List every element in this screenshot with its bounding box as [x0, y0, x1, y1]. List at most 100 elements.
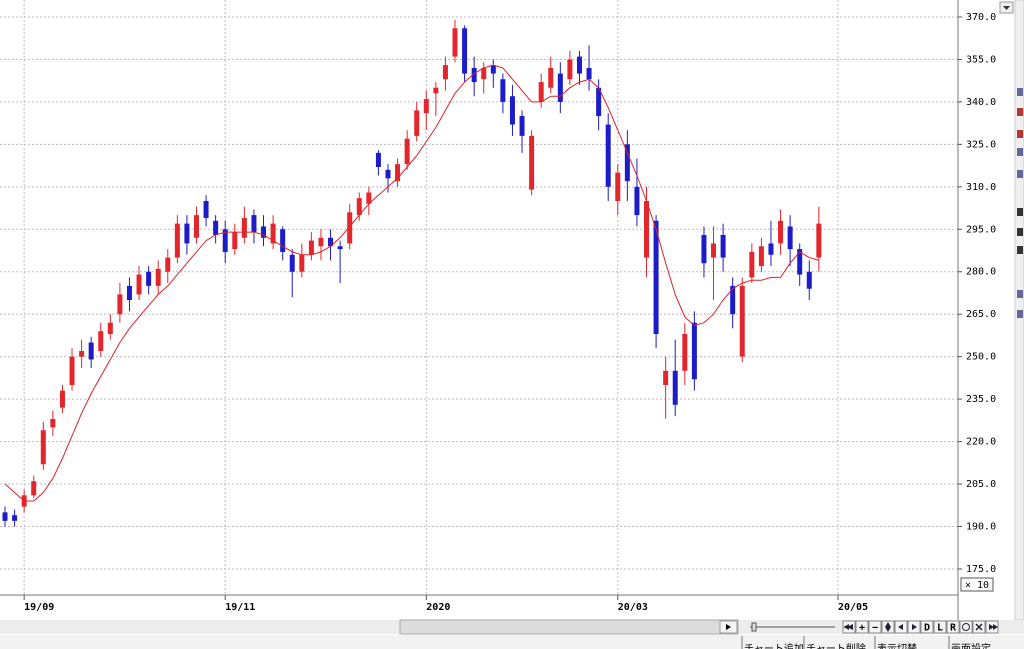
- x-tick-label: 20/05: [838, 602, 868, 613]
- zoom-box[interactable]: [960, 577, 994, 592]
- x-tick-label: 19/11: [225, 602, 255, 613]
- side-icons: [1017, 88, 1023, 318]
- scrollbar[interactable]: [399, 619, 739, 635]
- candle-body: [509, 96, 515, 125]
- control-button[interactable]: [868, 620, 882, 634]
- candle-body: [126, 285, 132, 301]
- candle-body: [155, 268, 161, 286]
- icon-last: [989, 624, 998, 630]
- candle-body: [107, 322, 113, 335]
- tab-label[interactable]: チャート追加: [744, 642, 804, 649]
- y-tick-label: 250.0: [966, 352, 996, 363]
- candle-body: [442, 65, 448, 80]
- candle-body: [337, 246, 343, 250]
- control-button[interactable]: [920, 620, 934, 634]
- candle-body: [2, 512, 8, 521]
- candle-body: [146, 271, 152, 286]
- candle-body: [308, 240, 314, 255]
- zoom-thumb[interactable]: [751, 622, 757, 632]
- candle-body: [644, 200, 650, 258]
- candle-body: [40, 430, 46, 465]
- candle-body: [778, 220, 784, 244]
- control-button[interactable]: [855, 620, 869, 634]
- candle-body: [672, 370, 678, 405]
- candle-body: [806, 271, 812, 289]
- candle-body: [452, 28, 458, 57]
- y-tick-label: 265.0: [966, 309, 996, 320]
- candle-body: [174, 223, 180, 258]
- tab-row: [0, 635, 1024, 649]
- control-button[interactable]: [946, 620, 960, 634]
- candle-body: [586, 67, 592, 80]
- candle-body: [241, 217, 247, 238]
- control-label: D: [924, 623, 930, 634]
- candle-body: [758, 246, 764, 267]
- candle-body: [88, 342, 94, 360]
- controls: + − D L R: [842, 620, 999, 634]
- candle-body: [375, 152, 381, 168]
- candle-body: [605, 124, 611, 187]
- y-tick-label: 340.0: [966, 97, 996, 108]
- moving-average: [4, 64, 820, 502]
- y-tick-label: 205.0: [966, 479, 996, 490]
- y-tick-label: 190.0: [966, 521, 996, 532]
- candle-body: [222, 229, 228, 252]
- tab-label[interactable]: チャート削除: [806, 642, 866, 649]
- candle-body: [749, 251, 755, 278]
- candle-body: [213, 220, 219, 235]
- candle-body: [385, 169, 391, 179]
- icon-zoom: [962, 623, 970, 631]
- zoom-label: × 10: [965, 580, 989, 591]
- dropdown-arrow: [1003, 6, 1010, 10]
- candle-body: [797, 249, 803, 275]
- control-button[interactable]: [959, 620, 973, 634]
- control-label: −: [872, 623, 878, 634]
- candle-body: [261, 226, 267, 238]
- candle-body: [356, 198, 362, 216]
- control-label: +: [859, 623, 865, 634]
- candle-body: [318, 237, 324, 247]
- candle-body: [414, 110, 420, 136]
- tab-label[interactable]: 画面設定: [951, 642, 991, 649]
- y-tick-label: 355.0: [966, 54, 996, 65]
- x-tick-label: 20/03: [618, 602, 648, 613]
- icon-first: [843, 624, 853, 630]
- candle-body: [548, 67, 554, 88]
- candle-body: [816, 223, 822, 258]
- candle-body: [500, 79, 506, 102]
- icon-left: [898, 624, 903, 630]
- y-tick-label: 370.0: [966, 12, 996, 23]
- candle-body: [433, 87, 439, 94]
- control-label: R: [950, 623, 957, 634]
- candle-body: [98, 331, 104, 351]
- candle-body: [490, 65, 496, 74]
- candle-body: [270, 223, 276, 244]
- time-axis: 19/09 19/11 2020 20/03 20/05: [23, 595, 868, 613]
- candle-body: [682, 334, 688, 371]
- candle-body: [711, 243, 717, 258]
- candle-body: [691, 322, 697, 380]
- candle-body: [251, 215, 257, 233]
- price-axis: 175.0 190.0 205.0 220.0 235.0 250.0 265.0 280.0…: [958, 12, 996, 575]
- candle-body: [59, 390, 65, 408]
- y-tick-label: 175.0: [966, 564, 996, 575]
- candle-body: [471, 67, 477, 83]
- candle-body: [12, 515, 18, 521]
- tab-label[interactable]: 表示切替: [877, 642, 917, 649]
- candle-body: [203, 200, 209, 218]
- candle-body: [624, 144, 630, 182]
- control-button[interactable]: [933, 620, 947, 634]
- candle-body: [193, 215, 199, 238]
- candle-body: [615, 172, 621, 201]
- candle-body: [739, 285, 745, 357]
- candle-body: [730, 285, 736, 315]
- candle-body: [50, 418, 56, 428]
- candle-body: [289, 254, 295, 272]
- y-tick-label: 295.0: [966, 224, 996, 235]
- candle-body: [663, 370, 669, 385]
- candle-body: [720, 234, 726, 258]
- icon-pan: [885, 622, 891, 632]
- candle-body: [481, 67, 487, 80]
- candle-body: [117, 294, 123, 315]
- candle-body: [538, 82, 544, 102]
